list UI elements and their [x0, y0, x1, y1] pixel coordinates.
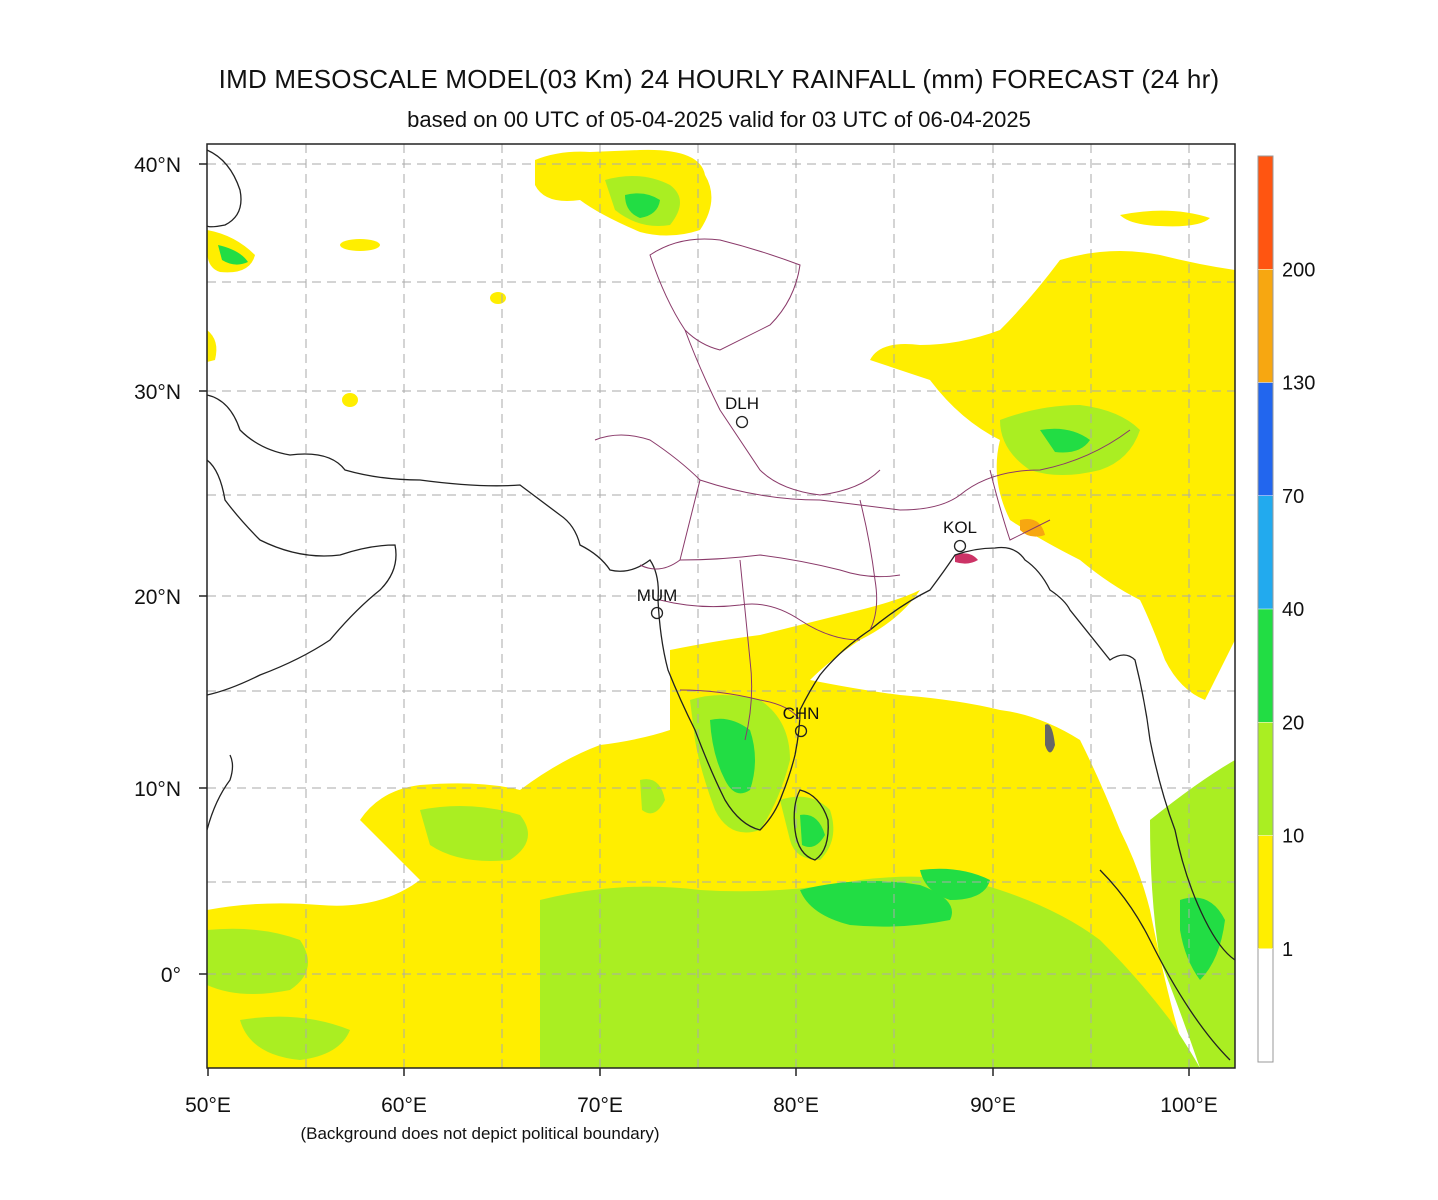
- colorbar-segment: [1258, 948, 1273, 1062]
- colorbar-segment: [1258, 156, 1273, 270]
- lon-label: 80°E: [773, 1094, 819, 1117]
- city-marker-icon: [735, 415, 749, 429]
- colorbar-label: 200: [1282, 259, 1315, 281]
- graticule: [207, 144, 1235, 1068]
- rain-area: [600, 986, 723, 1046]
- city-markers: DLH KOL MUM CHN: [637, 394, 977, 738]
- rain-area: [240, 1016, 350, 1060]
- city-marker-mum: MUM: [637, 586, 678, 620]
- colorbar-segment: [1258, 269, 1273, 383]
- rain-area: [1120, 210, 1210, 227]
- rain-area: [420, 806, 528, 861]
- city-marker-kol: KOL: [943, 518, 977, 553]
- state-boundaries: [594, 238, 1131, 741]
- lon-label: 90°E: [970, 1094, 1016, 1117]
- colorbar-label: 10: [1282, 826, 1304, 848]
- rain-area: [1040, 428, 1090, 453]
- city-label: MUM: [637, 586, 678, 605]
- colorbar-label: 20: [1282, 712, 1304, 734]
- colorbar-label: 70: [1282, 486, 1304, 508]
- lon-label: 60°E: [381, 1094, 427, 1117]
- lat-label: 10°N: [134, 778, 181, 801]
- longitude-labels: 50°E 60°E 70°E 80°E 90°E 100°E: [185, 1094, 1218, 1117]
- city-marker-icon: [953, 539, 967, 553]
- city-marker-icon: [794, 724, 808, 738]
- rain-area: [800, 881, 952, 927]
- rain-area: [1045, 724, 1055, 753]
- city-label: DLH: [725, 394, 759, 413]
- rain-area: [340, 239, 380, 251]
- rain-area: [920, 868, 990, 900]
- lat-label: 20°N: [134, 586, 181, 609]
- colorbar-label: 40: [1282, 599, 1304, 621]
- rain-area: [870, 251, 1235, 700]
- rain-area: [1160, 415, 1235, 520]
- latitude-labels: 40°N 30°N 20°N 10°N 0°: [134, 154, 181, 987]
- colorbar-segment: [1258, 382, 1273, 496]
- lat-label: 40°N: [134, 154, 181, 177]
- rain-area: [955, 553, 978, 564]
- lon-label: 100°E: [1160, 1094, 1217, 1117]
- colorbar-segment: [1258, 495, 1273, 609]
- rain-area: [218, 245, 248, 265]
- chart-subtitle: based on 00 UTC of 05-04-2025 valid for …: [407, 107, 1031, 132]
- colorbar: [1257, 155, 1274, 1063]
- colorbar-label: 130: [1282, 373, 1315, 395]
- lon-label: 70°E: [577, 1094, 623, 1117]
- lat-label: 30°N: [134, 381, 181, 404]
- city-label: KOL: [943, 518, 977, 537]
- rain-area: [710, 718, 755, 794]
- colorbar-segment: [1258, 609, 1273, 723]
- city-marker-icon: [650, 606, 664, 620]
- colorbar-segment: [1258, 835, 1273, 949]
- axis-ticks: [199, 163, 1190, 1076]
- footnote: (Background does not depict political bo…: [300, 1124, 660, 1143]
- city-marker-chn: CHN: [783, 704, 820, 738]
- rain-area: [625, 193, 660, 218]
- rainfall-shading: [207, 149, 1235, 1068]
- rain-area: [207, 928, 308, 994]
- coastlines: [207, 149, 1235, 1061]
- rain-area: [860, 992, 982, 1046]
- colorbar-segment: [1258, 722, 1273, 836]
- lon-label: 50°E: [185, 1094, 231, 1117]
- chart-title: IMD MESOSCALE MODEL(03 Km) 24 HOURLY RAI…: [218, 64, 1220, 94]
- lat-label: 0°: [161, 964, 181, 987]
- city-label: CHN: [783, 704, 820, 723]
- colorbar-label: 1: [1282, 939, 1293, 961]
- rain-area: [490, 292, 506, 304]
- rain-area: [342, 393, 358, 407]
- rain-area: [207, 330, 217, 362]
- rain-area: [800, 814, 825, 848]
- city-marker-dlh: DLH: [725, 394, 759, 429]
- colorbar-labels: 1 10 20 40 70 130 200: [1282, 259, 1315, 961]
- plot-frame: [206, 143, 1236, 1069]
- rain-area: [1180, 897, 1225, 980]
